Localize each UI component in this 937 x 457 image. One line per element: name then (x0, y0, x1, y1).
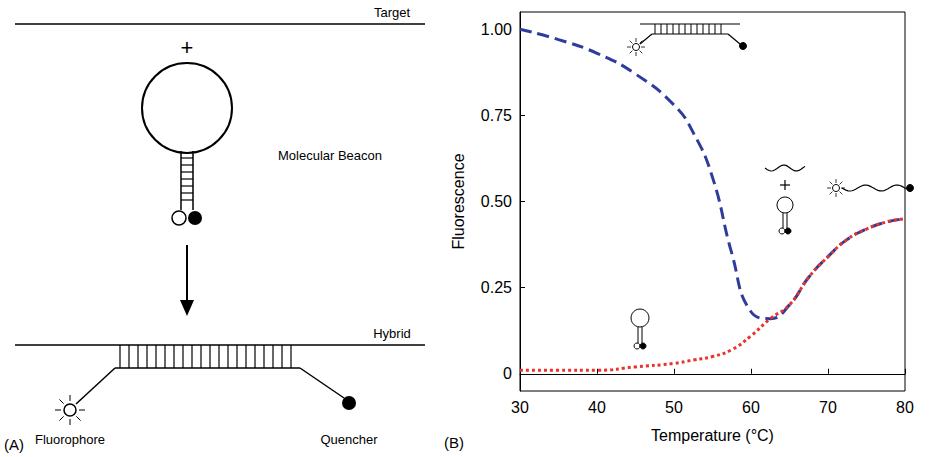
svg-text:+: + (181, 35, 194, 60)
svg-text:80: 80 (896, 399, 914, 416)
svg-text:30: 30 (511, 399, 529, 416)
svg-text:Fluorophore: Fluorophore (35, 432, 105, 447)
svg-text:0.50: 0.50 (481, 193, 512, 210)
svg-text:50: 50 (665, 399, 683, 416)
svg-text:Target: Target (374, 5, 411, 20)
svg-text:0: 0 (503, 365, 512, 382)
svg-text:0.75: 0.75 (481, 107, 512, 124)
svg-text:Temperature (°C): Temperature (°C) (651, 427, 774, 444)
svg-text:0.25: 0.25 (481, 279, 512, 296)
svg-text:(A): (A) (4, 436, 24, 453)
svg-text:Hybrid: Hybrid (373, 326, 411, 341)
svg-text:Fluorescence: Fluorescence (450, 153, 467, 249)
svg-text:1.00: 1.00 (481, 21, 512, 38)
svg-text:40: 40 (588, 399, 606, 416)
svg-text:60: 60 (742, 399, 760, 416)
html-text:(B): (B) (444, 434, 464, 451)
svg-text:Molecular Beacon: Molecular Beacon (278, 148, 382, 163)
svg-text:70: 70 (819, 399, 837, 416)
svg-text:Quencher: Quencher (320, 432, 378, 447)
